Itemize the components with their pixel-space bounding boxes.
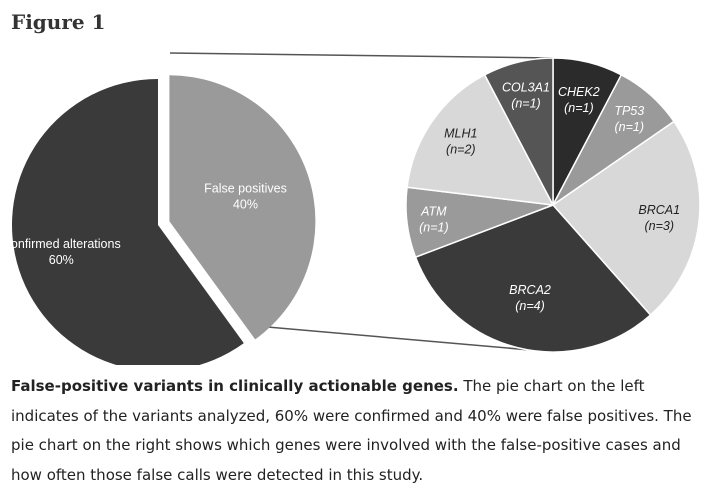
pie-slice-col3a1 — [483, 57, 554, 206]
slice-value-col3a1: (n=1) — [511, 96, 541, 110]
pie-chart-overall: Confirmed alterations 60% False positives 4… — [2, 75, 316, 365]
slice-label-chek2: CHEK2 — [558, 85, 600, 99]
slice-value-mlh1: (n=2) — [446, 142, 476, 156]
slice-value-false-positives: 40% — [233, 198, 258, 212]
figure-chart: Confirmed alterations 60% False positives 4… — [2, 52, 701, 365]
pie-chart-genes: CHEK2 (n=1) TP53 (n=1) BRCA1 (n=3) BRCA2 (n=4) A… — [405, 57, 701, 353]
pie-slice-brca2 — [414, 204, 652, 353]
slice-value-brca1: (n=3) — [644, 219, 674, 233]
connector-line-bottom — [255, 325, 554, 353]
connector-line-top — [169, 52, 554, 59]
zoom-connectors — [169, 52, 554, 353]
slice-label-false-positives: False positives — [204, 182, 287, 196]
slice-label-tp53: TP53 — [614, 104, 644, 118]
slice-label-atm: ATM — [420, 204, 447, 218]
pie-slice-brca1 — [551, 120, 701, 317]
pie-slice-false-positives — [169, 75, 316, 340]
caption-title: False-positive variants in clinically ac… — [11, 377, 459, 395]
slice-label-col3a1: COL3A1 — [502, 80, 550, 94]
figure-heading: Figure 1 — [11, 10, 106, 34]
figure-caption: False-positive variants in clinically ac… — [11, 372, 701, 490]
pie-slice-mlh1 — [406, 73, 555, 206]
slice-value-atm: (n=1) — [419, 220, 449, 234]
slice-label-mlh1: MLH1 — [444, 126, 477, 140]
slice-value-confirmed-alterations: 60% — [49, 253, 74, 267]
slice-label-brca2: BRCA2 — [509, 283, 551, 297]
slice-label-confirmed-alterations: Confirmed alterations — [2, 237, 121, 251]
slice-value-tp53: (n=1) — [614, 120, 644, 134]
slice-label-brca1: BRCA1 — [638, 203, 680, 217]
slice-value-brca2: (n=4) — [515, 299, 545, 313]
pie-slice-confirmed-alterations — [12, 79, 244, 365]
caption-text: The pie chart on the left indicates of t… — [11, 377, 692, 484]
slice-value-chek2: (n=1) — [564, 101, 594, 115]
